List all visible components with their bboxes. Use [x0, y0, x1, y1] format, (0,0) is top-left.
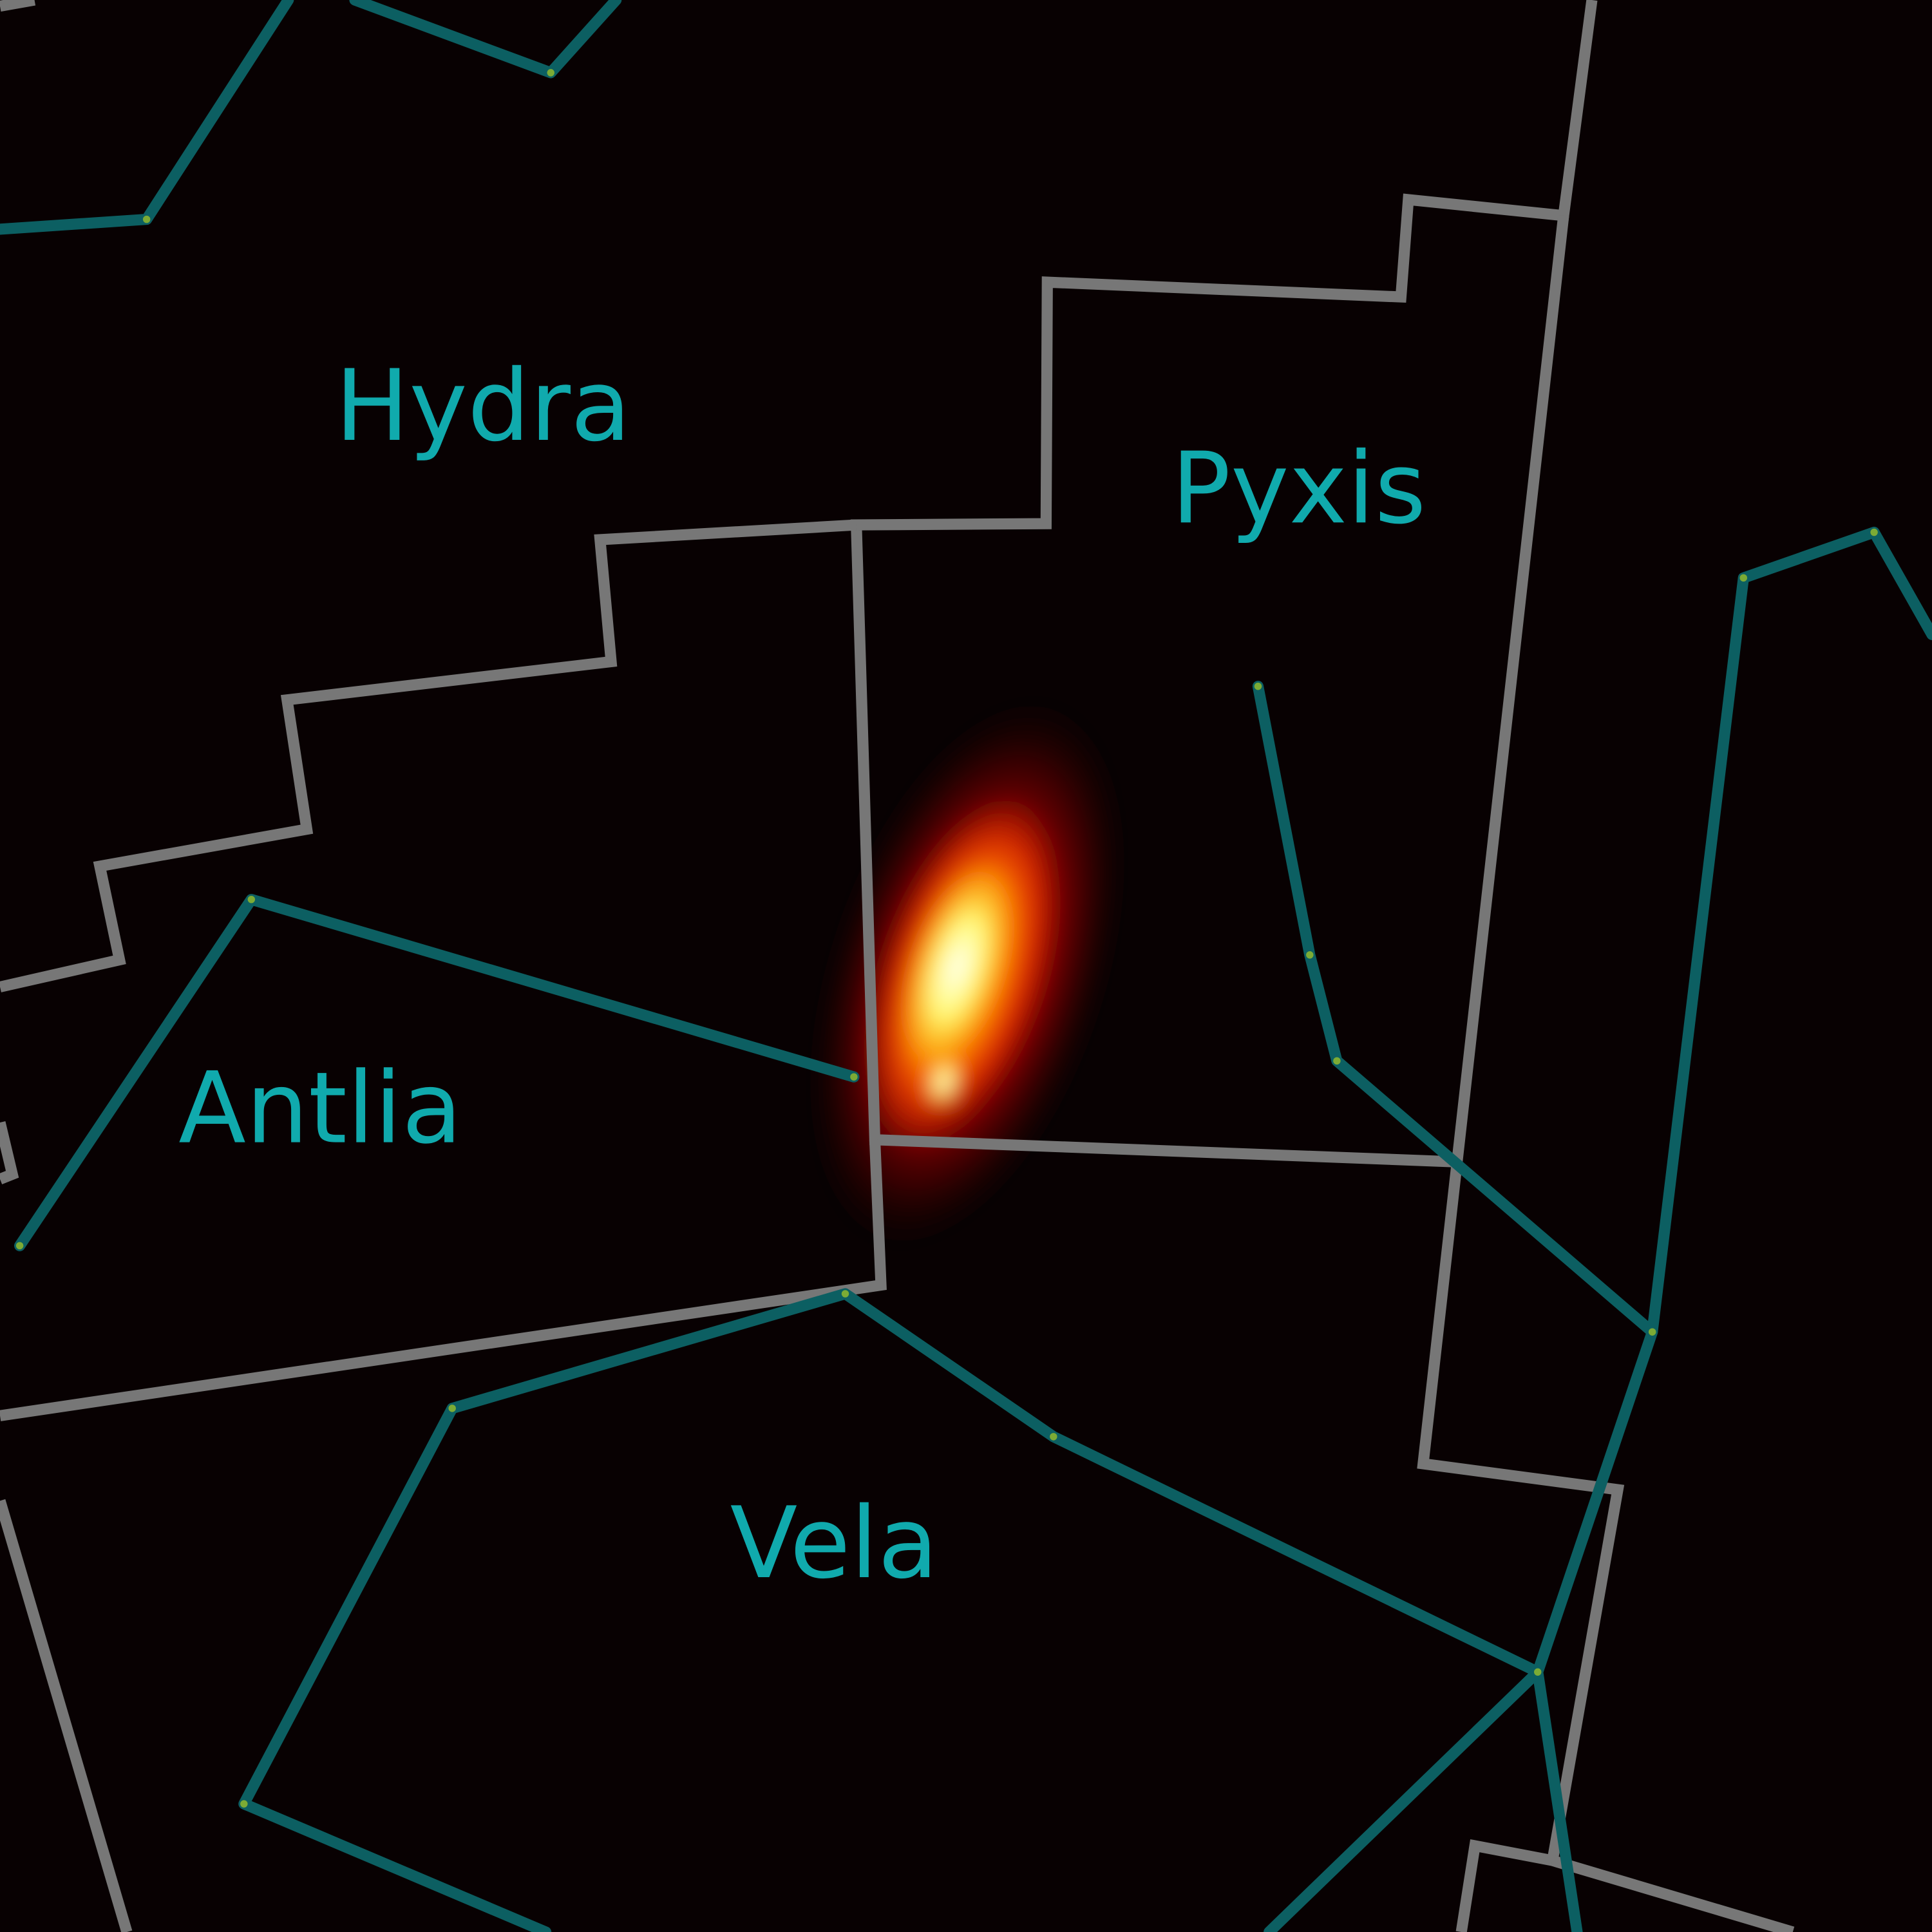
star: [15, 1242, 24, 1250]
star: [1870, 528, 1878, 536]
star: [240, 1800, 248, 1808]
star: [1050, 1433, 1057, 1441]
star: [1254, 682, 1262, 690]
constellation-label-pyxis: Pyxis: [1171, 431, 1426, 546]
star: [448, 1405, 456, 1412]
constellation-boundaries: [0, 0, 1795, 1932]
constellation-label-antlia: Antlia: [178, 1052, 462, 1166]
star: [850, 1073, 858, 1081]
constellation-label-vela: Vela: [730, 1486, 938, 1601]
star: [547, 69, 554, 77]
star: [841, 1290, 849, 1298]
star: [247, 895, 256, 904]
star: [142, 215, 151, 223]
star: [1648, 1328, 1656, 1336]
stars: [15, 69, 1878, 1808]
heat-hotspot: [804, 688, 1130, 1258]
star: [1534, 1668, 1542, 1676]
star: [1333, 1057, 1341, 1065]
star: [1306, 951, 1314, 959]
constellation-label-hydra: Hydra: [335, 349, 631, 464]
star: [1739, 574, 1748, 582]
